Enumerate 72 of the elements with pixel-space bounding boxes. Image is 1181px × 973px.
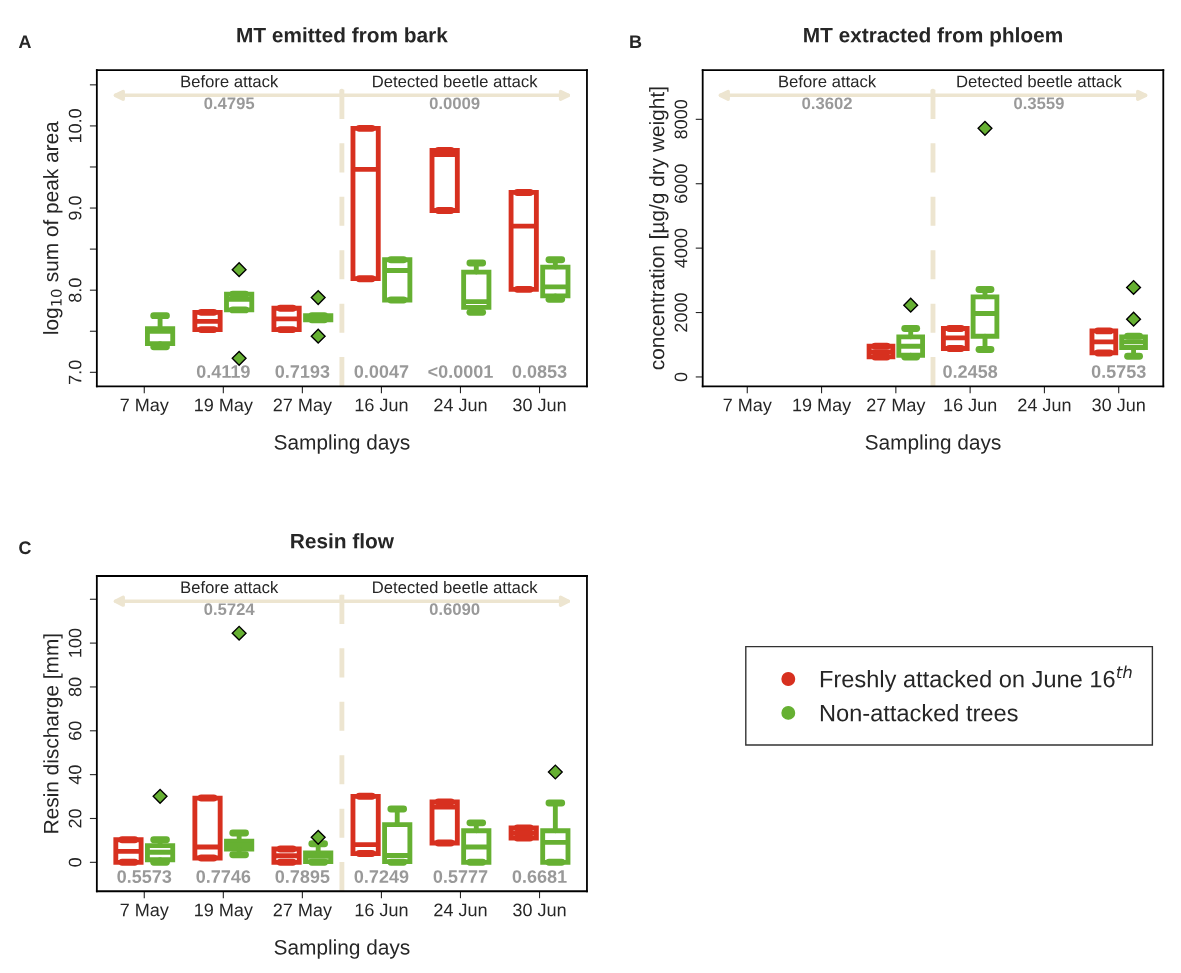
- y-tick-label: 40: [68, 765, 82, 785]
- x-tick-label: 24 Jun: [1018, 398, 1071, 412]
- x-tick-label: 24 Jun: [434, 903, 487, 917]
- x-tick-label: 27 May: [273, 903, 332, 920]
- x-tick-label: 27 May: [867, 398, 926, 415]
- x-tick-label: 16 Jun: [355, 398, 408, 412]
- x-tick-label: 7 May: [120, 903, 169, 920]
- annotation: 0.3559: [1014, 97, 1064, 110]
- y-tick-label: 7.0: [68, 360, 82, 384]
- text: A: [18, 35, 31, 48]
- x-tick-label: 19 May: [195, 398, 253, 415]
- annotation: 0.4119: [196, 365, 250, 378]
- chart-title: MT emitted from bark: [237, 27, 448, 43]
- annotation: 0.4795: [204, 97, 255, 110]
- annotation: 0.7249: [354, 870, 409, 883]
- chart-title: Resin flow: [291, 533, 395, 549]
- annotation: Before attack: [779, 75, 877, 88]
- y-tick-label: 8.0: [68, 278, 82, 302]
- y-tick-label: 80: [68, 677, 82, 697]
- annotation: 0.0047: [354, 365, 409, 378]
- x-tick-label: 24 Jun: [434, 398, 487, 412]
- annotation: Detected beetle attack: [373, 75, 538, 88]
- legend-label: Non-attacked trees: [820, 704, 1018, 722]
- y-axis-title: concentration [µg/g dry weight]: [649, 87, 669, 370]
- annotation: 0.6681: [512, 870, 567, 883]
- annotation: 0.6090: [429, 603, 480, 616]
- x-tick-label: 30 Jun: [513, 903, 566, 917]
- x-axis-title: Sampling days: [274, 434, 410, 454]
- y-tick-label: 9.0: [68, 196, 82, 220]
- y-tick-label: 4000: [674, 228, 688, 268]
- annotation: 0.7895: [275, 870, 330, 883]
- legend-label: Freshly attacked on June 16$^{th}$: [820, 665, 1132, 693]
- annotation: 0.5753: [1091, 365, 1146, 378]
- x-tick-label: 16 Jun: [944, 398, 997, 412]
- annotation: 0.7193: [275, 365, 330, 378]
- y-tick-label: 100: [68, 628, 82, 657]
- annotation: 0.5777: [433, 870, 488, 883]
- y-axis-title: Resin discharge [mm]: [43, 634, 63, 833]
- text: C: [19, 541, 31, 555]
- annotation: 0.5573: [117, 870, 172, 883]
- x-axis-title: Sampling days: [865, 434, 1001, 454]
- y-tick-label: 0: [674, 372, 688, 382]
- annotation: 0.0853: [512, 365, 567, 378]
- annotation: 0.2458: [943, 365, 998, 378]
- x-tick-label: 19 May: [793, 398, 852, 415]
- annotation: <0.0001: [428, 365, 493, 378]
- y-tick-label: 2000: [674, 293, 688, 332]
- y-tick-label: 8000: [674, 99, 688, 139]
- text: B: [630, 35, 642, 48]
- x-tick-label: 16 Jun: [355, 903, 408, 917]
- y-tick-label: 0: [68, 858, 82, 867]
- annotation: Detected beetle attack: [373, 580, 538, 594]
- x-tick-label: 7 May: [120, 398, 169, 415]
- annotation: Detected beetle attack: [957, 75, 1122, 88]
- x-tick-label: 19 May: [195, 903, 253, 920]
- annotation: Before attack: [181, 75, 279, 88]
- x-tick-label: 30 Jun: [1092, 398, 1145, 412]
- annotation: Before attack: [181, 580, 279, 594]
- y-tick-label: 10.0: [68, 109, 82, 143]
- y-tick-label: 60: [68, 721, 82, 740]
- annotation: 0.0009: [429, 97, 480, 110]
- chart-title: MT extracted from phloem: [804, 27, 1062, 47]
- annotation: 0.7746: [196, 870, 251, 883]
- y-tick-label: 20: [68, 809, 82, 828]
- annotation: 0.3602: [802, 97, 852, 110]
- annotation: 0.5724: [204, 603, 255, 616]
- y-tick-label: 6000: [674, 164, 688, 203]
- x-axis-title: Sampling days: [274, 939, 410, 959]
- y-axis-title: log$_{10}$ sum of peak area: [43, 121, 63, 334]
- x-tick-label: 7 May: [723, 398, 772, 415]
- x-tick-label: 30 Jun: [513, 398, 566, 412]
- x-tick-label: 27 May: [273, 398, 332, 415]
